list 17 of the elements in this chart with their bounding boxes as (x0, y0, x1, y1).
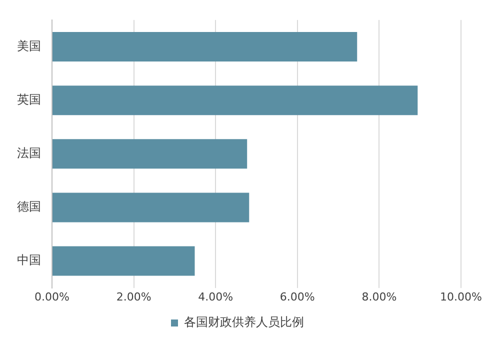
legend-label: 各国财政供养人员比例 (184, 315, 304, 330)
y-tick-label: 中国 (17, 253, 41, 268)
bar (52, 86, 418, 116)
x-tick-label: 10.00% (440, 290, 482, 304)
bar (52, 139, 248, 169)
y-tick-label: 英国 (17, 92, 41, 106)
x-tick-label: 2.00% (116, 290, 152, 304)
bar (52, 246, 195, 276)
x-tick-label: 8.00% (362, 290, 397, 304)
y-tick-label: 美国 (17, 38, 41, 53)
y-tick-label: 德国 (17, 200, 41, 214)
x-tick-label: 6.00% (280, 290, 315, 304)
y-tick-label: 法国 (17, 146, 41, 160)
x-tick-label: 4.00% (198, 290, 234, 304)
bar (52, 32, 358, 62)
bar (52, 192, 250, 222)
x-tick-label: 0.00% (34, 290, 70, 304)
